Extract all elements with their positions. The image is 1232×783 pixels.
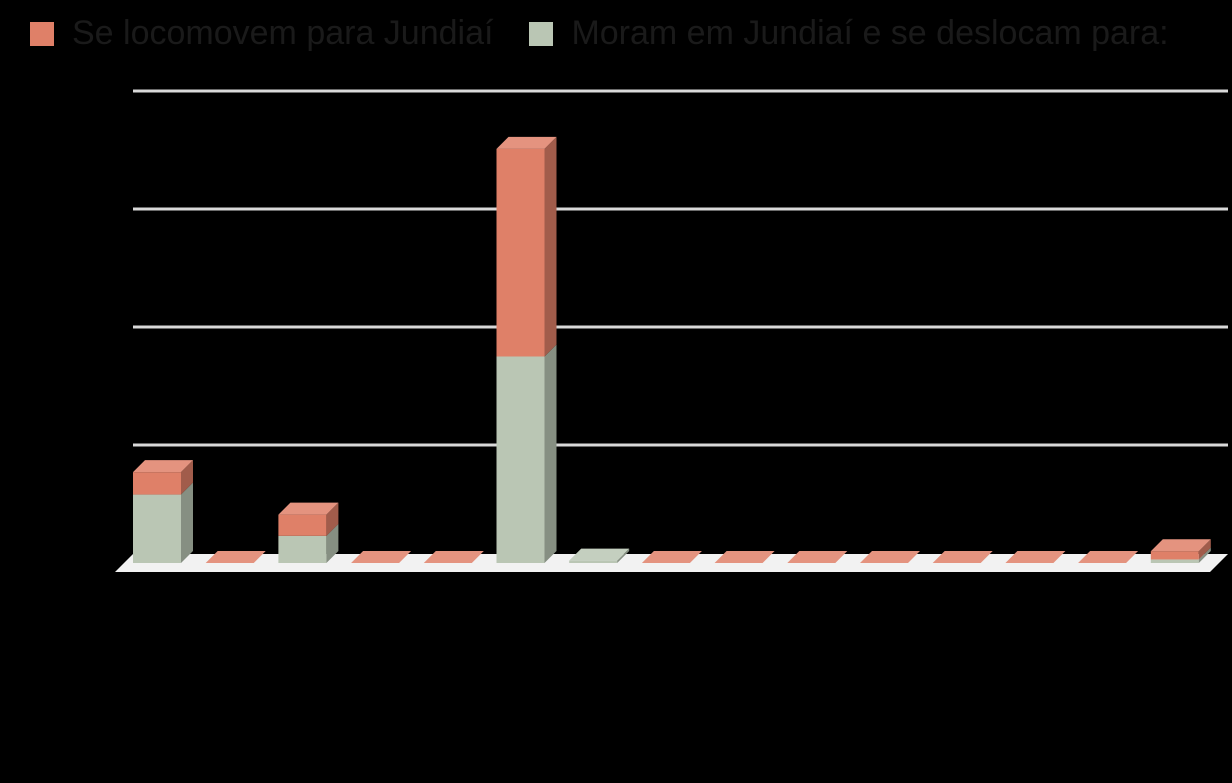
legend-item-se-locomovem: Se locomovem para Jundiaí (30, 14, 493, 53)
bar-top (641, 551, 702, 563)
bar-segment-side (181, 460, 193, 495)
bar-segment-front (278, 514, 327, 536)
bar-segment-side (544, 136, 557, 357)
bar-segment-front (496, 148, 545, 357)
legend-label-se-locomovem: Se locomovem para Jundiaí (72, 14, 494, 52)
bar-top (496, 136, 557, 149)
bar-top (569, 548, 630, 561)
bar-segment-side (617, 548, 630, 563)
bar-top (133, 460, 193, 473)
bar-top (278, 502, 339, 515)
bar-segment-front (278, 535, 327, 563)
bar-segment-side (181, 482, 193, 563)
legend-item-moram: Moram em Jundiaí e se deslocam para: (529, 14, 1169, 53)
bar-segment-front (133, 472, 181, 495)
bar-segment-side (544, 344, 557, 563)
bar-top (714, 551, 775, 563)
bar-segment-side (1198, 539, 1211, 560)
bar-segment-side (326, 523, 339, 563)
bar-top (932, 551, 993, 563)
legend-swatch-se-locomovem (30, 21, 54, 46)
bar-segment-side (1198, 547, 1211, 563)
bar-top (787, 551, 848, 563)
legend-swatch-moram (529, 21, 554, 46)
bar-top (1078, 551, 1139, 563)
bar-top (351, 551, 412, 563)
bar-segment-side (326, 502, 339, 536)
bar-top (423, 551, 484, 563)
bar-segment-front (1150, 559, 1199, 563)
bar-segment-front (569, 560, 618, 563)
chart-legend: Se locomovem para Jundiaí Moram em Jundi… (30, 14, 1205, 53)
bar-top (860, 551, 920, 563)
bar-top (1005, 551, 1066, 563)
bar-top (1150, 539, 1211, 552)
legend-label-moram: Moram em Jundiaí e se deslocam para: (571, 14, 1169, 52)
bar-segment-front (133, 494, 181, 563)
bar-segment-front (496, 356, 545, 563)
bar-segment-front (1150, 551, 1199, 560)
bar-top (205, 551, 266, 563)
